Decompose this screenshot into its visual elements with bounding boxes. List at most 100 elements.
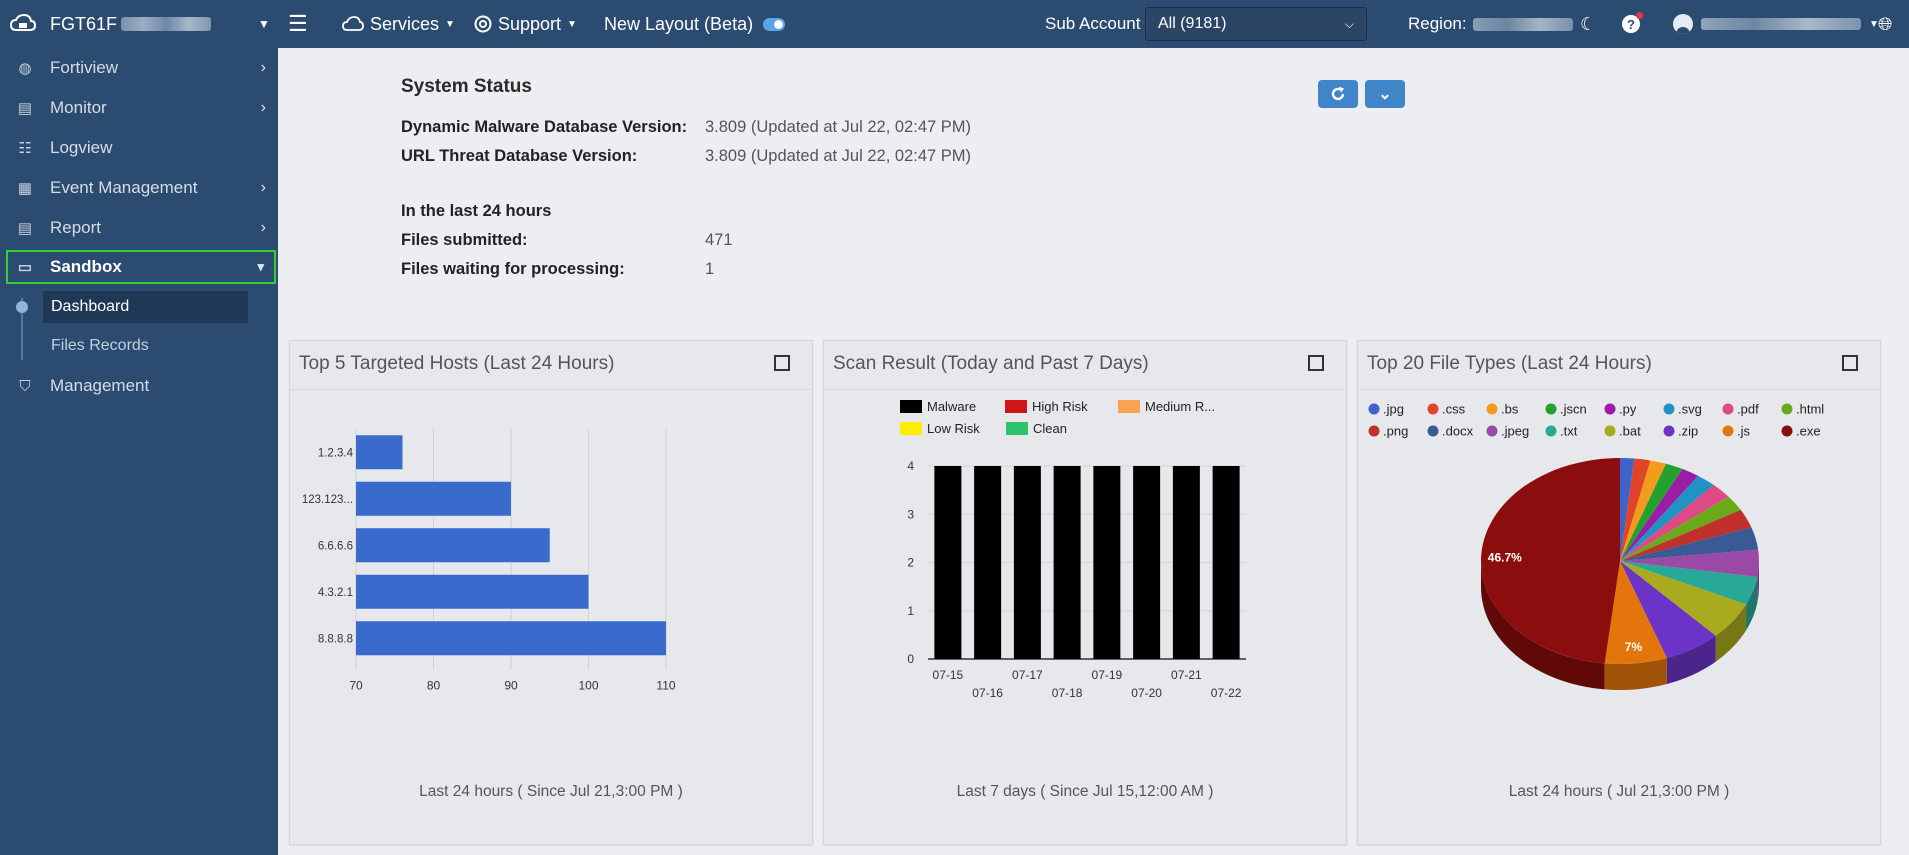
sidebar-subitem-label: Files Records xyxy=(51,337,149,354)
pie-slice xyxy=(1620,475,1714,561)
status-row: In the last 24 hours xyxy=(401,202,1101,224)
bar xyxy=(356,528,550,563)
panel-title: Scan Result (Today and Past 7 Days) xyxy=(833,353,1149,374)
pie-slice-side xyxy=(1757,561,1759,603)
pie-slice xyxy=(1620,561,1716,658)
y-tick-label: 1.2.3.4 xyxy=(318,447,354,459)
legend-dot xyxy=(1368,403,1380,415)
legend-swatch xyxy=(1006,422,1028,435)
list-icon: ☷ xyxy=(18,140,32,157)
moon-icon[interactable]: ☾ xyxy=(1580,13,1597,34)
sidebar-item-label: Report xyxy=(50,218,102,237)
support-menu[interactable]: Support ▼ xyxy=(474,0,577,48)
caret-down-icon[interactable]: ▼ xyxy=(258,17,270,31)
x-tick-label: 110 xyxy=(656,679,675,693)
chevron-right-icon: › xyxy=(260,219,266,236)
legend-label: .docx xyxy=(1442,424,1474,439)
legend-dot xyxy=(1663,425,1675,437)
legend-label: Clean xyxy=(1033,421,1067,436)
pie-slice-side xyxy=(1715,604,1747,662)
y-tick-label: 3 xyxy=(907,507,914,521)
sidebar-item-management[interactable]: ⛉ Management xyxy=(0,366,278,406)
user-menu[interactable]: ▼ xyxy=(1673,0,1879,48)
submenu-active-dot xyxy=(16,301,28,313)
chevron-right-icon: › xyxy=(260,99,266,116)
bar xyxy=(356,574,589,609)
new-layout-toggle[interactable]: New Layout (Beta) xyxy=(604,0,786,48)
file-types-pie-chart: .jpg .css .bs .jscn .py .svg .pdf .html .png .doc… xyxy=(1368,402,1824,690)
y-tick-label: 4 xyxy=(907,459,914,473)
cloud-logo-icon[interactable] xyxy=(10,0,40,48)
shield-icon: ⛉ xyxy=(19,377,31,395)
sidebar-item-event-management[interactable]: ▦ Event Management › xyxy=(0,168,278,208)
bar xyxy=(1053,466,1081,659)
y-tick-label: 0 xyxy=(907,652,914,666)
legend-swatch xyxy=(900,400,922,413)
legend-dot xyxy=(1722,403,1734,415)
x-tick-label: 07-21 xyxy=(1171,668,1202,682)
hamburger-menu-icon[interactable]: ☰ xyxy=(288,11,308,36)
panel-title: Top 5 Targeted Hosts (Last 24 Hours) xyxy=(299,353,615,374)
legend-label: .zip xyxy=(1678,424,1698,439)
legend-label: .txt xyxy=(1560,424,1578,439)
report-icon: ▤ xyxy=(17,220,33,237)
expand-icon[interactable] xyxy=(1842,355,1858,371)
support-label: Support xyxy=(498,13,562,34)
scan-result-bar-chart: Malware High Risk Medium R... Low Risk Clean… xyxy=(900,399,1246,700)
services-label: Services xyxy=(370,13,440,34)
sidebar-item-fortiview[interactable]: ◍ Fortiview › xyxy=(0,48,278,88)
panel-header: Top 5 Targeted Hosts (Last 24 Hours) xyxy=(290,341,812,390)
monitor-icon: ▭ xyxy=(17,259,33,276)
sidebar-subitem-dashboard[interactable]: Dashboard xyxy=(43,291,248,323)
data-label: 7% xyxy=(1625,640,1643,654)
expand-icon[interactable] xyxy=(774,355,790,371)
refresh-button[interactable] xyxy=(1318,80,1358,108)
toggle-switch[interactable] xyxy=(763,17,786,31)
sub-account-select[interactable]: All (9181) ⌵ xyxy=(1145,7,1367,41)
sidebar: ◍ Fortiview › ▤ Monitor › ☷ Logview ▦ Ev… xyxy=(0,48,278,855)
sidebar-subitem-files-records[interactable]: Files Records xyxy=(43,330,248,362)
expand-icon[interactable] xyxy=(1308,355,1324,371)
bar xyxy=(974,466,1002,659)
pie-slice xyxy=(1620,484,1729,561)
region-selector[interactable]: Region: xyxy=(1408,0,1573,48)
panel-header: Top 20 File Types (Last 24 Hours) xyxy=(1358,341,1880,390)
y-tick-label: 8.8.8.8 xyxy=(318,633,353,645)
legend-dot xyxy=(1781,425,1793,437)
help-button[interactable]: ? xyxy=(1622,0,1643,48)
legend-swatch xyxy=(900,422,922,435)
pie-slice xyxy=(1620,458,1635,561)
globe-icon[interactable]: 🌐︎ xyxy=(1878,13,1893,34)
legend-dot xyxy=(1604,403,1616,415)
legend-dot xyxy=(1545,425,1557,437)
sidebar-item-monitor[interactable]: ▤ Monitor › xyxy=(0,88,278,128)
legend-swatch xyxy=(1005,400,1027,413)
dropdown-button[interactable]: ⌄ xyxy=(1365,80,1405,108)
legend-label: .png xyxy=(1383,424,1408,439)
file-types-panel: Top 20 File Types (Last 24 Hours) .jpg .c… xyxy=(1357,340,1881,845)
sidebar-item-logview[interactable]: ☷ Logview xyxy=(0,128,278,168)
x-tick-label: 90 xyxy=(504,679,518,693)
blurred-device-id xyxy=(121,17,212,31)
sidebar-item-report[interactable]: ▤ Report › xyxy=(0,208,278,248)
caret-down-icon: ▼ xyxy=(1869,18,1879,30)
pie-slice xyxy=(1620,561,1758,605)
document-icon: ▤ xyxy=(17,100,33,117)
status-key: Files waiting for processing: xyxy=(401,260,625,278)
x-tick-label: 100 xyxy=(578,679,598,693)
panel-footer: Last 24 hours ( Jul 21,3:00 PM ) xyxy=(1508,783,1730,800)
x-tick-label: 07-15 xyxy=(933,668,964,682)
bar xyxy=(356,621,666,656)
pie-slice xyxy=(1620,469,1699,561)
bar xyxy=(356,481,511,516)
sidebar-item-sandbox[interactable]: ▭ Sandbox ▾ xyxy=(6,250,276,284)
device-selector[interactable]: FGT61F xyxy=(50,0,212,48)
legend-dot xyxy=(1486,403,1498,415)
question-icon: ? xyxy=(1622,12,1643,33)
y-tick-label: 1 xyxy=(907,604,914,618)
sidebar-item-label: Logview xyxy=(50,138,113,157)
y-tick-label: 2 xyxy=(907,556,914,570)
services-menu[interactable]: Services ▼ xyxy=(342,0,455,48)
pie-slice-side xyxy=(1666,635,1716,684)
pie-slice xyxy=(1620,458,1651,561)
